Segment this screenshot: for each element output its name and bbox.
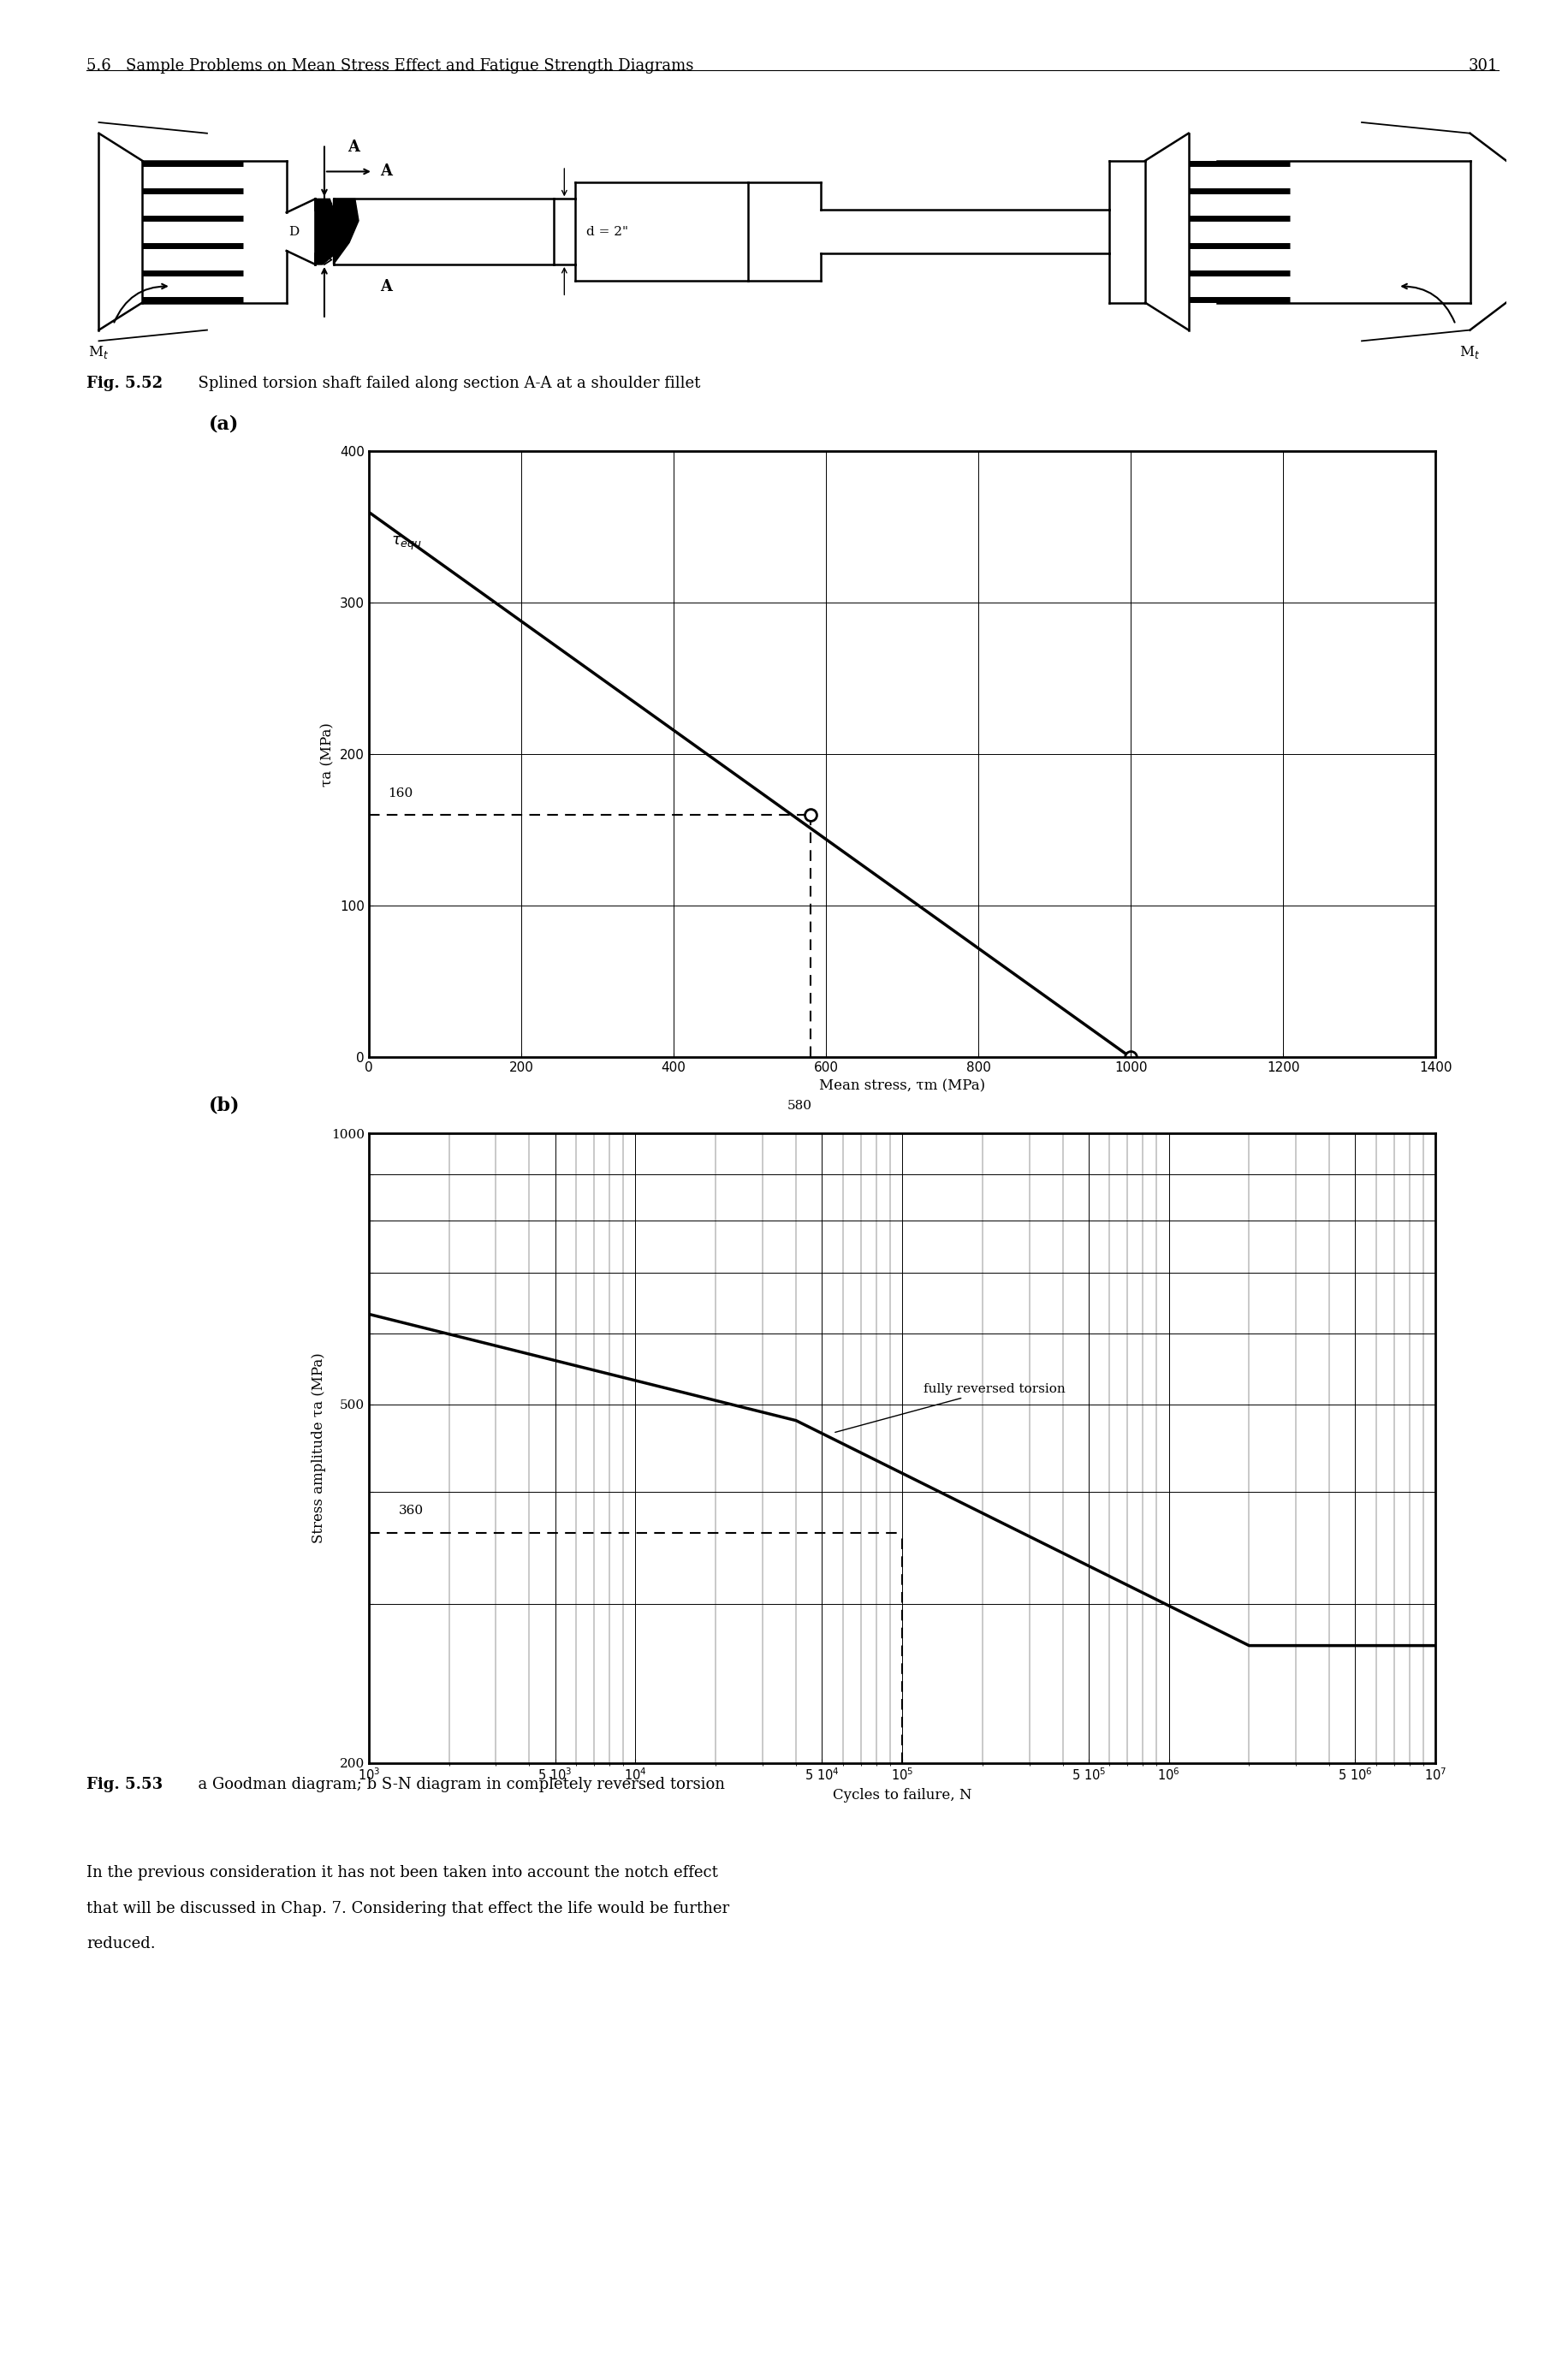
Text: that will be discussed in Chap. 7. Considering that effect the life would be fur: that will be discussed in Chap. 7. Consi…: [86, 1901, 729, 1915]
Text: A: A: [348, 140, 359, 154]
Text: (b): (b): [209, 1095, 240, 1114]
Text: $\tau_{equ}$: $\tau_{equ}$: [392, 535, 422, 551]
Text: 301: 301: [1468, 57, 1497, 74]
Text: reduced.: reduced.: [86, 1936, 155, 1951]
Text: D: D: [289, 226, 299, 238]
Text: In the previous consideration it has not been taken into account the notch effec: In the previous consideration it has not…: [86, 1865, 718, 1879]
Polygon shape: [334, 200, 359, 264]
Text: d = 2": d = 2": [586, 226, 627, 238]
Text: A: A: [379, 164, 392, 178]
Text: (a): (a): [209, 416, 238, 435]
Text: Splined torsion shaft failed along section A-A at a shoulder fillet: Splined torsion shaft failed along secti…: [188, 375, 699, 390]
Text: fully reversed torsion: fully reversed torsion: [834, 1383, 1065, 1433]
Text: Fig. 5.53: Fig. 5.53: [86, 1777, 163, 1792]
Text: Fig. 5.52: Fig. 5.52: [86, 375, 163, 390]
Y-axis label: Stress amplitude τa (MPa): Stress amplitude τa (MPa): [312, 1352, 326, 1544]
Text: a Goodman diagram; b S-N diagram in completely reversed torsion: a Goodman diagram; b S-N diagram in comp…: [188, 1777, 724, 1792]
Y-axis label: τa (MPa): τa (MPa): [320, 722, 334, 786]
Text: 580: 580: [787, 1100, 811, 1112]
Polygon shape: [315, 200, 339, 264]
Text: M$_t$: M$_t$: [1458, 345, 1480, 359]
Text: A: A: [379, 278, 392, 295]
Text: 160: 160: [387, 789, 412, 801]
X-axis label: Cycles to failure, N: Cycles to failure, N: [833, 1787, 971, 1803]
Text: 360: 360: [398, 1504, 423, 1516]
Text: 5.6   Sample Problems on Mean Stress Effect and Fatigue Strength Diagrams: 5.6 Sample Problems on Mean Stress Effec…: [86, 57, 693, 74]
Text: M$_t$: M$_t$: [88, 345, 110, 359]
X-axis label: Mean stress, τm (MPa): Mean stress, τm (MPa): [818, 1079, 985, 1093]
